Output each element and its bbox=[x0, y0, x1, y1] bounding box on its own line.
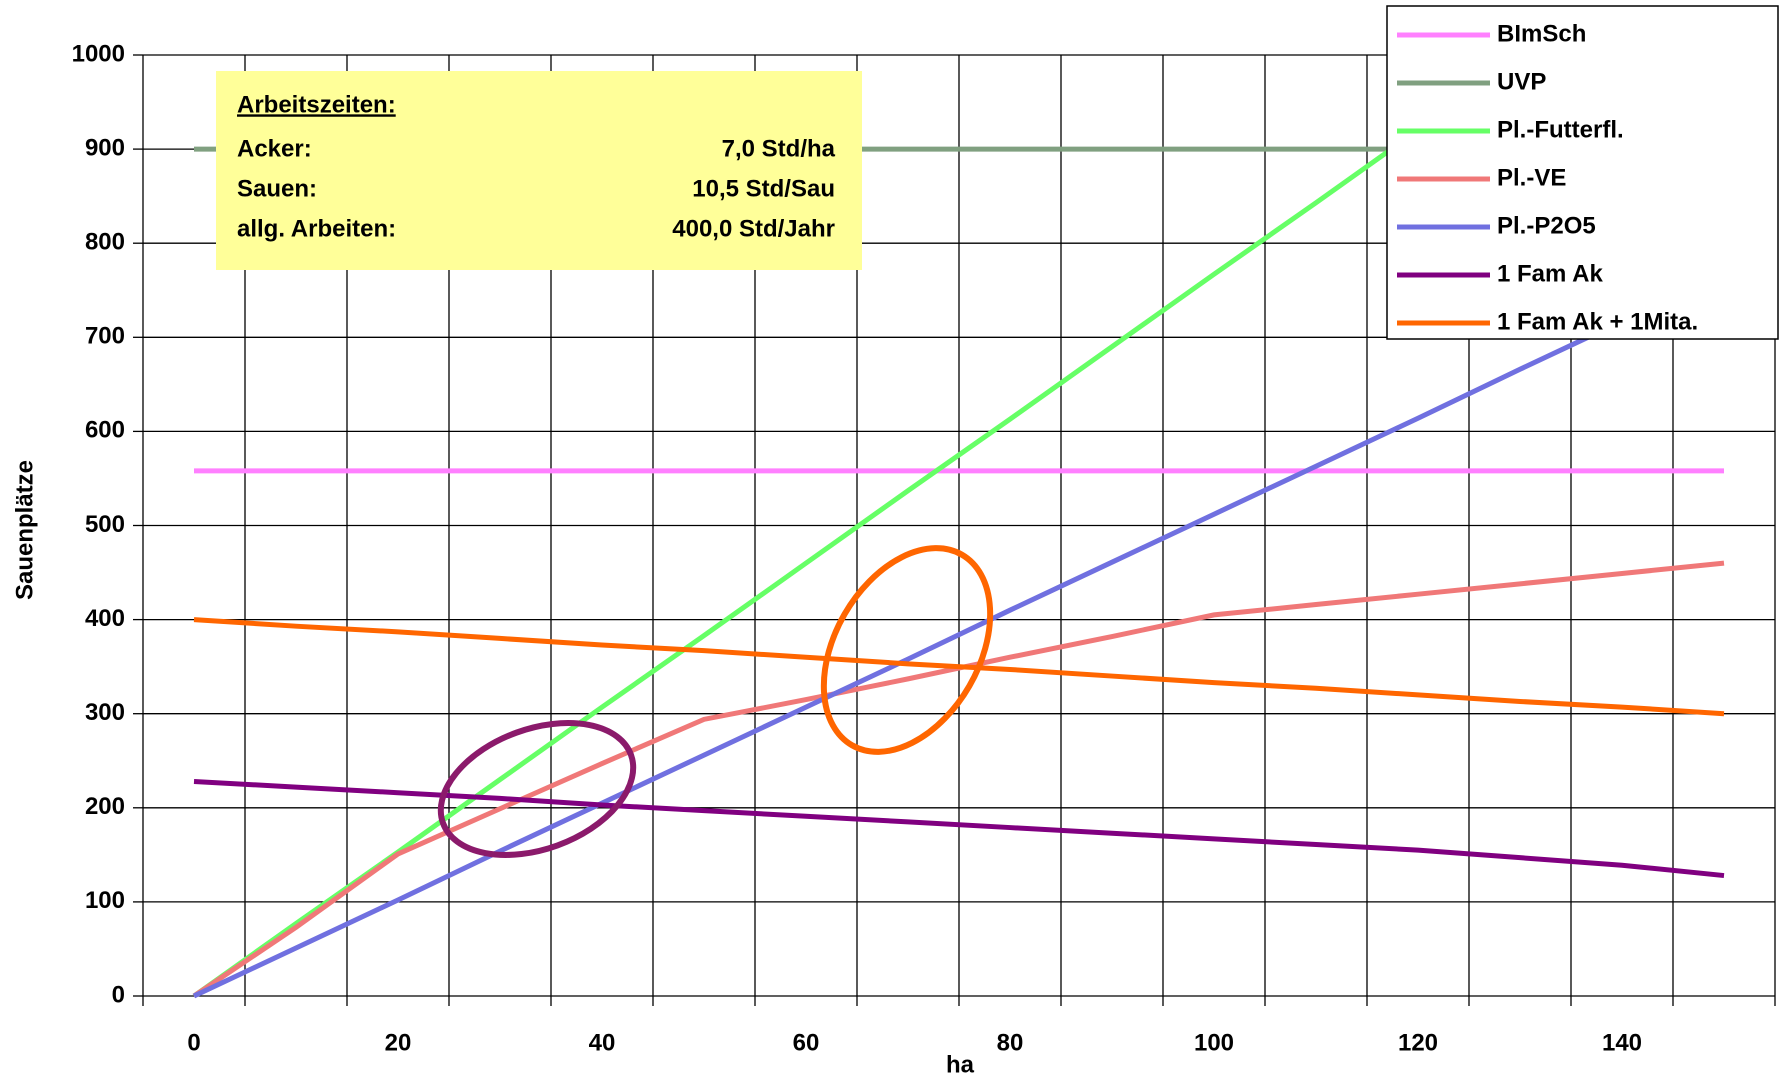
y-tick-label: 500 bbox=[85, 511, 125, 538]
x-tick-label: 80 bbox=[997, 1029, 1024, 1056]
x-tick-label: 60 bbox=[793, 1029, 820, 1056]
annotation-value: 7,0 Std/ha bbox=[722, 135, 836, 162]
x-tick-label: 140 bbox=[1602, 1029, 1642, 1056]
annotation-label: allg. Arbeiten: bbox=[237, 215, 396, 242]
legend-label: Pl.-P2O5 bbox=[1497, 212, 1596, 239]
annotation-box bbox=[216, 71, 862, 270]
annotation-value: 10,5 Std/Sau bbox=[692, 175, 835, 202]
series-line bbox=[192, 271, 1726, 999]
legend: BImSch UVP Pl.-Futterfl. Pl.-VE Pl.-P2O5 1 Fa… bbox=[1386, 5, 1779, 340]
legend-box bbox=[1386, 5, 1779, 340]
annotation-title: Arbeitszeiten: bbox=[237, 91, 396, 118]
series-line bbox=[193, 617, 1725, 717]
legend-label: UVP bbox=[1497, 68, 1546, 95]
annotation-label: Acker: bbox=[237, 135, 312, 162]
highlight-ellipse bbox=[437, 720, 637, 858]
legend-label: 1 Fam Ak bbox=[1497, 260, 1603, 287]
highlight-ellipse bbox=[820, 545, 994, 755]
y-tick-label: 600 bbox=[85, 417, 125, 444]
y-tick-label: 300 bbox=[85, 699, 125, 726]
annotation-label: Sauen: bbox=[237, 175, 317, 202]
y-axis-label: Sauenplätze bbox=[11, 460, 38, 600]
legend-label: BImSch bbox=[1497, 20, 1586, 47]
x-tick-label: 40 bbox=[589, 1029, 616, 1056]
x-axis-label: ha bbox=[946, 1051, 975, 1078]
y-tick-label: 900 bbox=[85, 134, 125, 161]
y-tick-label: 0 bbox=[112, 981, 125, 1008]
legend-label: 1 Fam Ak + 1Mita. bbox=[1497, 308, 1698, 335]
y-tick-label: 400 bbox=[85, 605, 125, 632]
line-layer bbox=[192, 55, 1726, 999]
x-tick-label: 20 bbox=[385, 1029, 412, 1056]
y-tick-label: 700 bbox=[85, 323, 125, 350]
x-tick-label: 120 bbox=[1398, 1029, 1438, 1056]
x-tick-label: 100 bbox=[1194, 1029, 1234, 1056]
series-line bbox=[192, 55, 1522, 999]
y-tick-label: 1000 bbox=[72, 40, 125, 67]
series-line bbox=[193, 778, 1725, 879]
y-tick-label: 200 bbox=[85, 793, 125, 820]
y-tick-label: 100 bbox=[85, 887, 125, 914]
x-tick-label: 0 bbox=[187, 1029, 200, 1056]
annotation: Arbeitszeiten: Acker: 7,0 Std/ha Sauen: 10,… bbox=[216, 71, 862, 270]
y-tick-label: 800 bbox=[85, 229, 125, 256]
annotation-value: 400,0 Std/Jahr bbox=[672, 215, 835, 242]
legend-label: Pl.-VE bbox=[1497, 164, 1566, 191]
legend-label: Pl.-Futterfl. bbox=[1497, 116, 1624, 143]
